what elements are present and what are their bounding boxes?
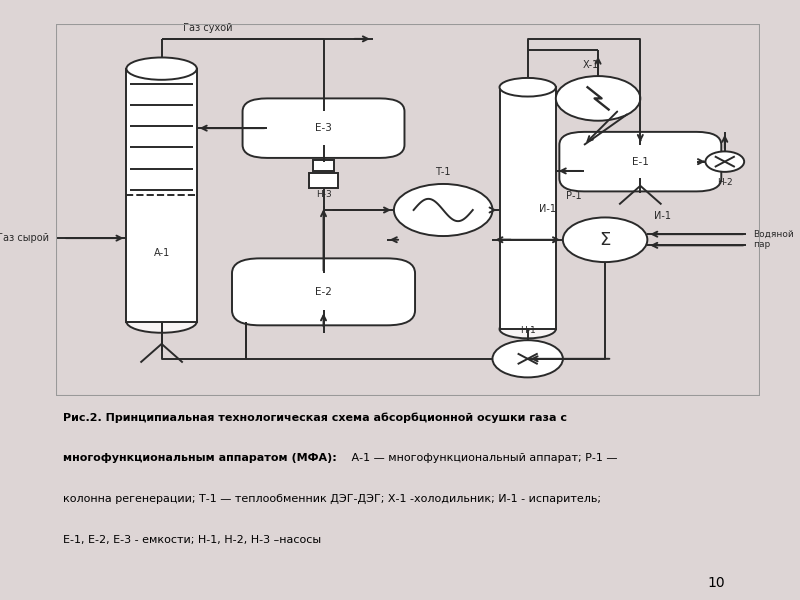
Text: А-1 — многофункциональный аппарат; Р-1 —: А-1 — многофункциональный аппарат; Р-1 — xyxy=(348,453,618,463)
Ellipse shape xyxy=(706,151,744,172)
Ellipse shape xyxy=(563,217,647,262)
Text: Газ сухой: Газ сухой xyxy=(182,23,232,33)
FancyBboxPatch shape xyxy=(232,259,415,325)
Text: Р-1: Р-1 xyxy=(566,191,582,201)
Ellipse shape xyxy=(126,310,197,333)
Text: Н-3: Н-3 xyxy=(316,190,331,199)
Text: многофункциональным аппаратом (МФА):: многофункциональным аппаратом (МФА): xyxy=(63,453,337,463)
Text: Н-1: Н-1 xyxy=(520,326,535,335)
Text: А-1: А-1 xyxy=(154,248,170,259)
Ellipse shape xyxy=(493,340,563,377)
Ellipse shape xyxy=(499,78,556,97)
Text: Водяной
пар: Водяной пар xyxy=(753,230,794,250)
Text: Е-1: Е-1 xyxy=(632,157,649,167)
Text: Х-1: Х-1 xyxy=(583,61,599,70)
Ellipse shape xyxy=(499,320,556,338)
Text: Е-3: Е-3 xyxy=(315,123,332,133)
Bar xyxy=(313,160,334,171)
Text: Σ: Σ xyxy=(599,231,611,249)
Text: Е-1, Е-2, Е-3 - емкости; Н-1, Н-2, Н-3 –насосы: Е-1, Е-2, Е-3 - емкости; Н-1, Н-2, Н-3 –… xyxy=(63,535,321,545)
Text: колонна регенерации; Т-1 — теплообменник ДЭГ-ДЭГ; Х-1 -холодильник; И-1 - испари: колонна регенерации; Т-1 — теплообменник… xyxy=(63,494,601,504)
Text: 10: 10 xyxy=(707,576,725,590)
Bar xyxy=(310,173,338,188)
Ellipse shape xyxy=(556,76,640,121)
Text: Н-2: Н-2 xyxy=(717,178,733,187)
Text: Е-2: Е-2 xyxy=(315,287,332,297)
FancyBboxPatch shape xyxy=(559,132,722,191)
Text: Газ сырой: Газ сырой xyxy=(0,233,49,243)
FancyBboxPatch shape xyxy=(242,98,405,158)
Ellipse shape xyxy=(126,58,197,80)
Ellipse shape xyxy=(394,184,493,236)
Text: Т-1: Т-1 xyxy=(435,167,451,176)
Text: Рис.2. Принципиальная технологическая схема абсорбционной осушки газа с: Рис.2. Принципиальная технологическая сх… xyxy=(63,412,567,423)
Bar xyxy=(126,68,197,322)
Bar xyxy=(499,87,556,329)
Text: И-1: И-1 xyxy=(654,211,671,221)
Text: И-1: И-1 xyxy=(539,204,556,214)
